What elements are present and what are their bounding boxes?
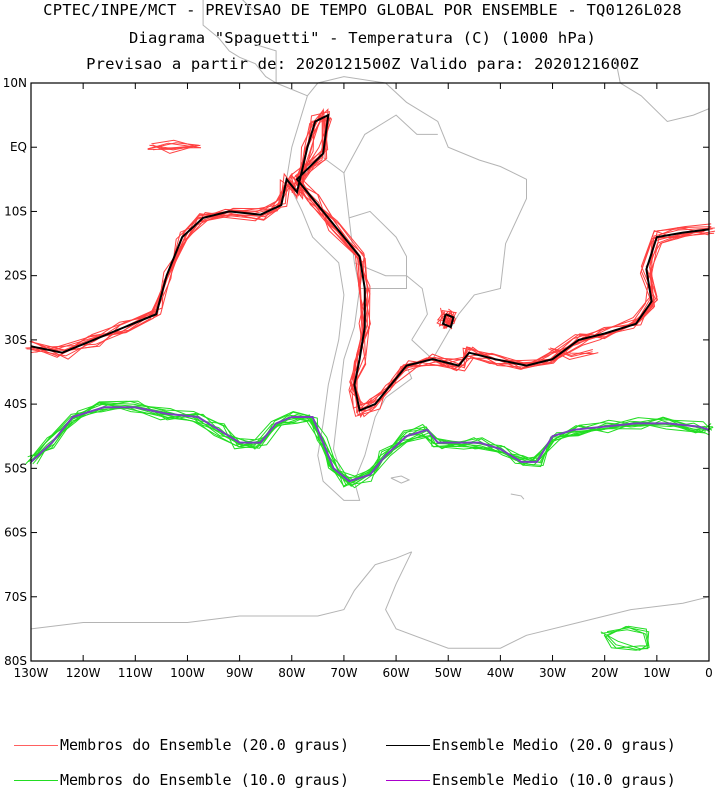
- isotherm-20-mean-line: [441, 313, 455, 329]
- lon-tick-label: 110W: [118, 666, 153, 680]
- caribbean-coast: [255, 44, 277, 83]
- isotherm-20-member-line: [30, 116, 709, 414]
- coastline-layer: [30, 0, 710, 649]
- uruguay-border: [411, 339, 433, 360]
- south-georgia: [510, 493, 525, 500]
- lon-tick-label: 0: [705, 666, 713, 680]
- lat-tick-label: 80S: [4, 654, 27, 668]
- isotherm-10-member-line: [600, 629, 649, 650]
- lon-tick-label: 30W: [539, 666, 566, 680]
- south-america-coast: [286, 76, 527, 501]
- lat-tick-label: 30S: [4, 333, 27, 347]
- lat-tick-label: EQ: [10, 140, 27, 154]
- lon-tick-label: 10W: [643, 666, 670, 680]
- legend-members-10: Membros do Ensemble (10.0 graus): [14, 771, 349, 789]
- lon-tick-label: 40W: [487, 666, 514, 680]
- isotherm-20-member-line: [30, 107, 716, 406]
- isotherm-20-member-line: [548, 348, 599, 361]
- isotherm-20-group: [25, 107, 716, 419]
- africa-edge: [614, 57, 710, 123]
- legend-swatch: [386, 780, 430, 781]
- isotherm-20-member-line: [36, 114, 711, 416]
- lon-tick-label: 130W: [14, 666, 49, 680]
- lon-tick-label: 60W: [383, 666, 410, 680]
- isotherm-20-member-line: [35, 119, 715, 409]
- map-frame: [30, 82, 710, 662]
- lon-tick-label: 20W: [591, 666, 618, 680]
- isotherm-20-member-line: [151, 139, 198, 154]
- isotherm-10-group: [25, 400, 714, 651]
- isotherm-20-member-line: [26, 108, 712, 412]
- lon-tick-label: 50W: [435, 666, 462, 680]
- antarctic-peninsula: [30, 551, 412, 630]
- forecast-time-label: Previsao a partir de: 2020121500Z Valido…: [86, 55, 639, 73]
- lat-tick-label: 50S: [4, 461, 27, 475]
- falklands: [390, 475, 411, 484]
- legend-mean-10: Ensemble Medio (10.0 graus): [386, 771, 676, 789]
- country-borders-brazil-north: [343, 114, 438, 174]
- isotherm-20-member-line: [25, 118, 715, 418]
- isotherm-20-member-line: [30, 117, 706, 410]
- lon-tick-label: 90W: [226, 666, 253, 680]
- isotherm-20-member-line: [147, 142, 199, 151]
- isotherm-10-member-line: [27, 405, 712, 477]
- legend-label: Ensemble Medio (10.0 graus): [432, 771, 676, 789]
- legend-mean-20: Ensemble Medio (20.0 graus): [386, 736, 676, 754]
- lat-tick-label: 10S: [4, 204, 27, 218]
- isotherm-20-member-line: [551, 348, 593, 358]
- legend-swatch: [14, 780, 58, 781]
- chart-subtitle: Diagrama "Spaguetti" - Temperatura (C) (…: [128, 29, 597, 47]
- country-borders-brazil-west: [348, 210, 428, 341]
- legend-label: Ensemble Medio (20.0 graus): [432, 736, 676, 754]
- lon-tick-label: 80W: [278, 666, 305, 680]
- isotherm-10-member-line: [603, 625, 650, 651]
- legend-swatch: [14, 745, 58, 746]
- isotherm-20-member-line: [553, 348, 593, 356]
- isotherm-10-mean-line: [30, 406, 710, 483]
- legend-swatch: [386, 745, 430, 746]
- lon-tick-label: 70W: [330, 666, 357, 680]
- country-borders-andes: [317, 153, 361, 482]
- isotherm-20-mean-line: [30, 113, 710, 412]
- isotherm-20-member-line: [30, 111, 713, 417]
- isotherm-20-member-line: [30, 109, 706, 411]
- weddell-coast: [385, 551, 710, 649]
- lon-tick-label: 100W: [170, 666, 205, 680]
- lat-tick-label: 10N: [3, 76, 27, 90]
- lat-tick-label: 70S: [4, 590, 27, 604]
- gulf-coast: [202, 0, 256, 52]
- central-america-coast: [228, 50, 308, 97]
- lon-tick-label: 120W: [66, 666, 101, 680]
- isotherm-20-member-line: [147, 142, 202, 150]
- contour-layer: [25, 107, 716, 651]
- legend-members-20: Membros do Ensemble (20.0 graus): [14, 736, 349, 754]
- isotherm-20-member-line: [32, 118, 705, 405]
- legend-label: Membros do Ensemble (20.0 graus): [60, 736, 349, 754]
- lat-tick-label: 40S: [4, 397, 27, 411]
- lat-tick-label: 60S: [4, 526, 27, 540]
- isotherm-10-member-line: [31, 401, 714, 487]
- lat-tick-label: 20S: [4, 269, 27, 283]
- country-borders-bolivia-paraguay: [354, 262, 407, 289]
- legend-label: Membros do Ensemble (10.0 graus): [60, 771, 349, 789]
- isotherm-20-member-line: [29, 110, 712, 419]
